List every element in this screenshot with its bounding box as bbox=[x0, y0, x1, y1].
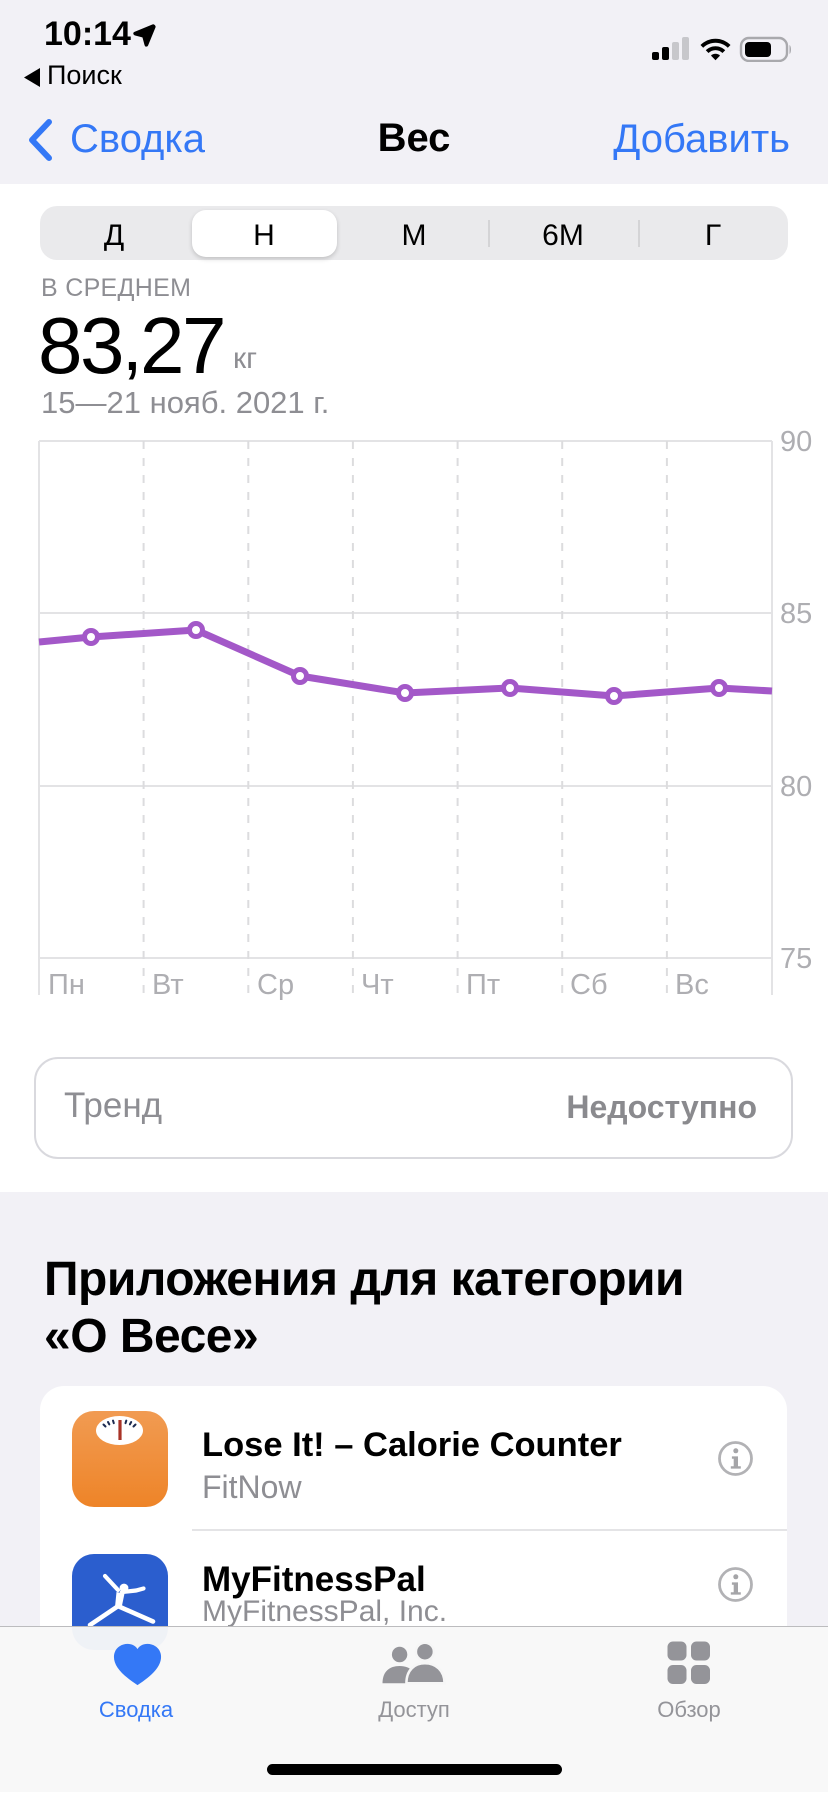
svg-text:Вс: Вс bbox=[675, 969, 709, 1001]
svg-text:Пт: Пт bbox=[466, 969, 500, 1001]
svg-text:90: 90 bbox=[780, 430, 812, 458]
svg-text:75: 75 bbox=[780, 943, 812, 975]
svg-text:Чт: Чт bbox=[361, 969, 394, 1001]
svg-text:Сб: Сб bbox=[570, 969, 608, 1001]
svg-text:Пн: Пн bbox=[48, 969, 85, 1001]
svg-text:85: 85 bbox=[780, 598, 812, 630]
svg-text:80: 80 bbox=[780, 771, 812, 803]
svg-text:Вт: Вт bbox=[152, 969, 184, 1001]
svg-text:Ср: Ср bbox=[257, 969, 294, 1001]
